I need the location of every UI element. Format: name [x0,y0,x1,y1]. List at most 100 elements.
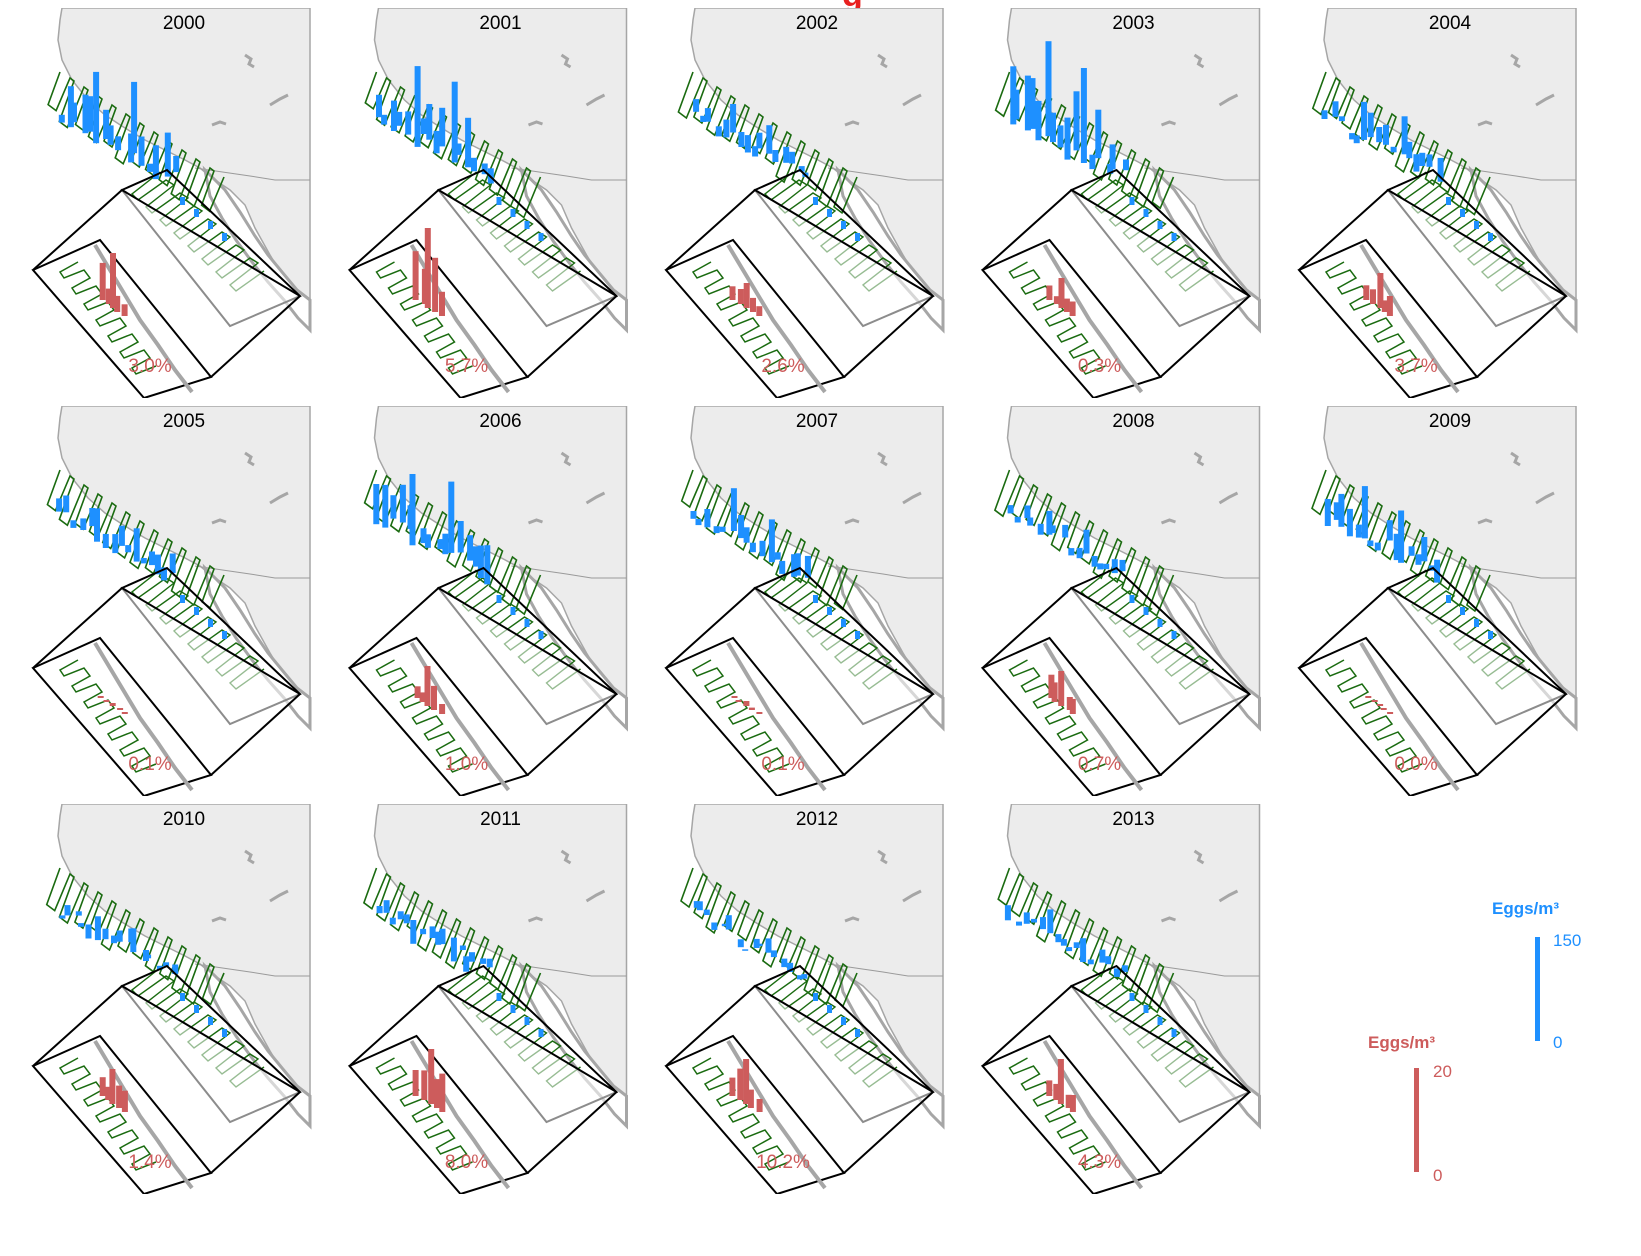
blue-egg-bar [59,915,66,919]
inset-coast [1359,243,1460,394]
red-egg-bar [731,696,738,698]
blue-egg-bar-small [538,631,544,639]
lake-mark [902,93,922,107]
blue-egg-bar [1068,548,1075,556]
blue-egg-bar [1099,949,1106,963]
inset-track [691,261,790,375]
panel-year-title: 2012 [796,809,838,830]
blue-egg-bar [140,558,147,564]
lake-mark [269,491,289,505]
blue-egg-bar [804,555,811,578]
blue-egg-bar [770,950,777,958]
blue-egg-bar [695,518,702,526]
inset-track [691,659,790,773]
panel-year-title: 2004 [1429,13,1472,34]
blue-egg-bar [82,94,89,134]
red-egg-bar [1065,1094,1072,1108]
blue-egg-bar [1421,537,1428,562]
inset-edge [210,1091,301,1174]
blue-egg-bar [145,954,152,959]
blue-egg-bar-small [1129,197,1135,205]
legend-red-max: 20 [1433,1062,1452,1081]
inset-coast [93,1039,194,1190]
cruise-track [46,469,225,610]
border-line [1144,963,1260,977]
red-egg-bar [750,297,756,312]
blue-egg-bar [1111,559,1118,574]
red-egg-bar [756,306,763,316]
blue-egg-bar [738,132,745,147]
lake-mark [1218,889,1239,903]
blue-egg-bar [1338,116,1345,122]
blue-egg-bar-small [1143,1005,1149,1013]
panel-year-title: 2010 [163,809,205,830]
blue-egg-bar [420,528,427,544]
lake-mark [269,93,289,107]
red-egg-bar [1386,296,1393,316]
panel-year-title: 2003 [1112,13,1154,34]
blue-egg-bar-small [813,595,818,603]
red-egg-bar [1053,1083,1060,1100]
border-line [1144,565,1260,579]
panel-map-area [31,8,312,398]
panel-percent-label: 0.3% [1078,356,1121,377]
inset-fill [349,986,617,1173]
inset-track [58,659,157,773]
blue-egg-bar [67,86,74,128]
blue-egg-bar-small [208,221,213,229]
red-egg-bar [121,1090,128,1112]
blue-egg-bar-small [841,221,846,229]
blue-egg-bar [1123,159,1129,171]
blue-egg-bar [376,906,383,914]
year-panel-2010: 2010 1.4% [31,804,312,1194]
panel-percent-label: 0.7% [1078,754,1121,775]
lake-mark [1193,849,1205,865]
blue-egg-bar [772,150,779,162]
panel-year-title: 2006 [479,411,521,432]
blue-egg-bar-small [222,1029,227,1037]
inset-fill [982,986,1250,1173]
blue-egg-bar [85,924,92,939]
blue-egg-bar [1398,510,1405,563]
blue-egg-bar [765,938,772,953]
cruise-track [1311,469,1491,613]
inset-fill [33,190,300,377]
blue-egg-bar-small [1143,209,1149,217]
red-egg-bar [121,304,128,316]
panel-year-title: 2007 [796,411,838,432]
blue-egg-bar [480,958,487,964]
blue-egg-bar-small [510,209,516,217]
blue-egg-bar [723,119,730,138]
blue-egg-bar [147,163,153,172]
blue-egg-bar-small [496,595,502,603]
red-egg-bar [1048,674,1055,698]
red-egg-bar [432,257,439,312]
blue-egg-bar [56,498,63,512]
blue-egg-bar [713,526,720,534]
red-egg-bar [1069,698,1076,714]
blue-egg-bar [1321,110,1328,119]
blue-egg-bar [87,96,94,132]
blue-egg-bar [173,156,180,173]
blue-egg-bar-small [827,1005,832,1013]
blue-egg-bar [439,928,446,945]
blue-egg-bar [107,125,114,145]
inset-coast [726,641,827,792]
legend: Eggs/m³ 150 0 Eggs/m³ 20 0 [1368,899,1581,1185]
blue-egg-bar [426,104,433,140]
blue-egg-bar [1046,510,1053,535]
red-egg-bar [1365,696,1372,698]
red-egg-bar [747,1089,754,1108]
blue-egg-bar [463,956,470,972]
blue-egg-bar [111,935,117,944]
red-egg-bar [412,251,419,300]
blue-egg-bar [1367,540,1374,547]
lake-mark [1535,491,1555,505]
blue-egg-bar [383,900,390,913]
blue-egg-bar [744,135,751,153]
red-egg-bar [1051,682,1058,702]
blue-egg-bar [424,534,431,548]
lake-mark [877,451,888,467]
lake-mark [1193,451,1205,467]
blue-egg-bar [429,926,436,938]
